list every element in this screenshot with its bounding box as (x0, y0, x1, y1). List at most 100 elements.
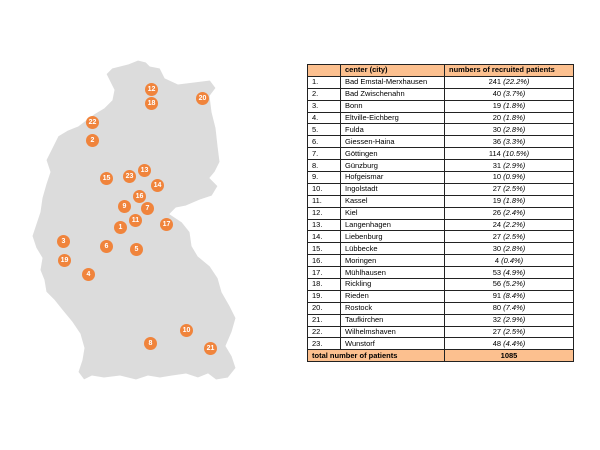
map-marker-3: 3 (57, 235, 70, 248)
table-row: 10. Ingolstadt 27 (2.5%) (307, 182, 574, 196)
map-marker-7: 7 (141, 202, 154, 215)
row-city: Kiel (340, 206, 445, 220)
map-marker-10: 10 (180, 324, 193, 337)
row-number: 19. (307, 289, 341, 303)
row-city: Hofgeismar (340, 171, 445, 184)
row-patient-percent: (2.5%) (503, 184, 526, 194)
map-marker-14: 14 (151, 179, 164, 192)
row-city: Eltville-Eichberg (340, 111, 445, 125)
map-marker-21: 21 (204, 342, 217, 355)
row-city: Mühlhausen (340, 266, 445, 280)
row-city: Rickling (340, 278, 445, 291)
row-patient-percent: (0.4%) (501, 255, 524, 265)
table-total-row: total number of patients 1085 (307, 349, 574, 363)
row-patient-count: 30 (492, 243, 502, 253)
row-number: 22. (307, 325, 341, 339)
row-patient-count: 80 (492, 303, 502, 313)
row-city: Bad Zwischenahn (340, 87, 445, 101)
row-patient-count: 10 (492, 172, 502, 182)
row-patient-count: 4 (494, 255, 499, 265)
table-row: 15. Lübbecke 30 (2.8%) (307, 242, 574, 256)
row-city: Wilhelmshaven (340, 325, 445, 339)
map-marker-16: 16 (133, 190, 146, 203)
table-body: 1. Bad Emstal-Merxhausen 241 (22.2%) 2. Bad … (307, 75, 574, 351)
row-number: 2. (307, 87, 341, 101)
map-marker-22: 22 (86, 116, 99, 129)
row-number: 20. (307, 301, 341, 315)
table-row: 16. Moringen 4 (0.4%) (307, 254, 574, 268)
row-city: Göttingen (340, 147, 445, 161)
row-number: 3. (307, 99, 341, 113)
map-marker-12: 12 (145, 83, 158, 96)
row-patients: 114 (10.5%) (444, 147, 574, 161)
row-patient-count: 40 (492, 89, 502, 99)
row-city: Bonn (340, 99, 445, 113)
table-row: 23. Wunstorf 48 (4.4%) (307, 337, 574, 351)
row-patient-count: 24 (492, 220, 502, 230)
row-patients: 32 (2.9%) (444, 313, 574, 327)
header-recruited-patients: numbers of recruited patients (444, 64, 574, 77)
row-number: 17. (307, 266, 341, 280)
row-patient-percent: (2.5%) (503, 231, 526, 241)
row-patient-count: 53 (492, 267, 502, 277)
map-marker-5: 5 (130, 243, 143, 256)
row-city: Giessen-Haina (340, 135, 445, 149)
row-city: Langenhagen (340, 218, 445, 232)
row-patient-count: 241 (488, 77, 502, 87)
row-city: Rieden (340, 289, 445, 303)
table-row: 6. Giessen-Haina 36 (3.3%) (307, 135, 574, 149)
row-patients: 241 (22.2%) (444, 75, 574, 89)
row-patients: 19 (1.8%) (444, 99, 574, 113)
row-patients: 30 (2.8%) (444, 242, 574, 256)
row-patients: 27 (2.5%) (444, 325, 574, 339)
table-row: 20. Rostock 80 (7.4%) (307, 301, 574, 315)
map-marker-6: 6 (100, 240, 113, 253)
row-patients: 40 (3.7%) (444, 87, 574, 101)
table-header-row: center (city) numbers of recruited patie… (307, 64, 574, 77)
table-row: 5. Fulda 30 (2.8%) (307, 123, 574, 137)
table-row: 12. Kiel 26 (2.4%) (307, 206, 574, 220)
row-patient-count: 56 (492, 279, 502, 289)
table-row: 7. Göttingen 114 (10.5%) (307, 147, 574, 161)
map-marker-8: 8 (144, 337, 157, 350)
row-patient-percent: (1.8%) (503, 113, 526, 122)
header-center-city: center (city) (340, 64, 445, 77)
row-patients: 48 (4.4%) (444, 337, 574, 351)
table-row: 13. Langenhagen 24 (2.2%) (307, 218, 574, 232)
row-patient-count: 19 (492, 196, 502, 206)
table-row: 22. Wilhelmshaven 27 (2.5%) (307, 325, 574, 339)
row-number: 14. (307, 230, 341, 244)
table-row: 1. Bad Emstal-Merxhausen 241 (22.2%) (307, 75, 574, 89)
row-patients: 91 (8.4%) (444, 289, 574, 303)
row-patient-percent: (0.9%) (503, 172, 526, 182)
table-row: 4. Eltville-Eichberg 20 (1.8%) (307, 111, 574, 125)
row-number: 5. (307, 123, 341, 137)
row-patient-percent: (2.5%) (503, 327, 526, 337)
row-patient-percent: (10.5%) (502, 148, 530, 158)
germany-outline (31, 59, 237, 381)
row-patient-count: 30 (492, 124, 502, 134)
row-city: Fulda (340, 123, 445, 137)
row-number: 23. (307, 337, 341, 351)
row-patient-percent: (2.9%) (503, 160, 526, 170)
row-patient-percent: (2.9%) (503, 315, 526, 325)
table-row: 8. Günzburg 31 (2.9%) (307, 159, 574, 173)
row-patient-percent: (1.8%) (503, 196, 526, 206)
row-city: Wunstorf (340, 337, 445, 351)
map-marker-9: 9 (118, 200, 131, 213)
row-patients: 56 (5.2%) (444, 278, 574, 291)
row-number: 4. (307, 111, 341, 125)
row-number: 7. (307, 147, 341, 161)
table-row: 14. Liebenburg 27 (2.5%) (307, 230, 574, 244)
row-patient-percent: (8.4%) (503, 291, 526, 301)
row-patients: 36 (3.3%) (444, 135, 574, 149)
row-number: 8. (307, 159, 341, 173)
row-patients: 26 (2.4%) (444, 206, 574, 220)
row-city: Rostock (340, 301, 445, 315)
row-patients: 30 (2.8%) (444, 123, 574, 137)
row-patients: 4 (0.4%) (444, 254, 574, 268)
row-patient-count: 27 (492, 231, 502, 241)
row-patient-percent: (1.8%) (503, 101, 526, 111)
row-city: Liebenburg (340, 230, 445, 244)
row-patients: 19 (1.8%) (444, 194, 574, 208)
